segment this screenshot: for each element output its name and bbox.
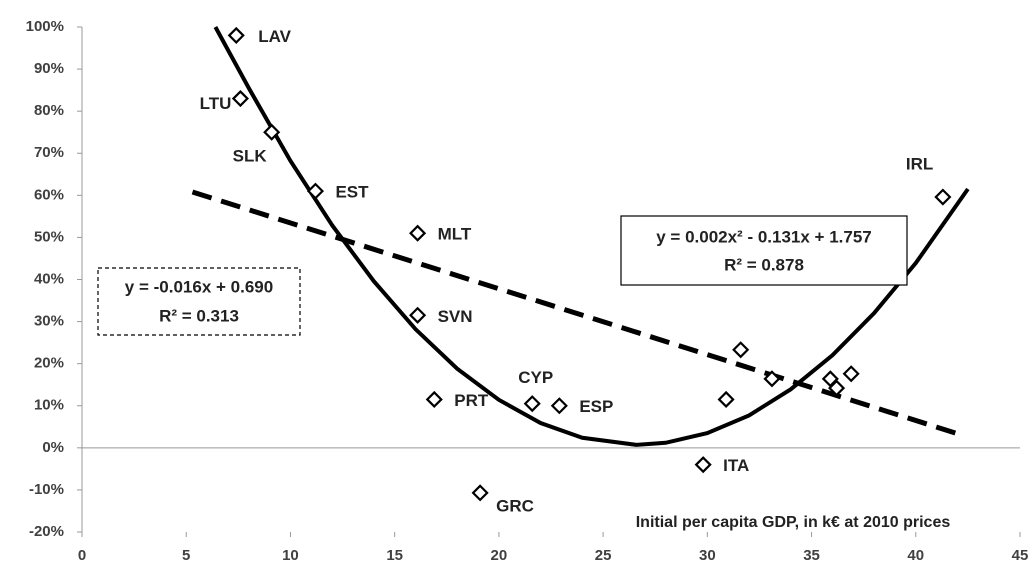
y-tick-label: 80% [34, 102, 64, 119]
annotation-box [97, 267, 301, 336]
annotation-linear: y = -0.016x + 0.690 R² = 0.313 [97, 267, 301, 336]
x-tick-label: 45 [1012, 547, 1029, 564]
x-tick-label: 10 [282, 547, 299, 564]
point-label: GRC [496, 496, 534, 515]
point-label: IRL [906, 155, 933, 174]
point [763, 370, 781, 388]
point [409, 224, 427, 242]
point-label: ITA [723, 456, 749, 475]
y-tick-label: 90% [34, 60, 64, 77]
point [934, 188, 952, 206]
y-tick-label: 50% [34, 228, 64, 245]
y-tick-label: 10% [34, 397, 64, 414]
point [732, 341, 750, 359]
y-tick-label: -20% [29, 523, 64, 540]
point-label: CYP [518, 368, 553, 387]
x-tick-label: 5 [182, 547, 190, 564]
point-label: SVN [438, 307, 473, 326]
point [717, 390, 735, 408]
y-tick-label: 30% [34, 313, 64, 330]
x-tick-label: 30 [699, 547, 716, 564]
x-tick-label: 35 [803, 547, 820, 564]
point [227, 26, 245, 44]
point-label: LAV [258, 27, 291, 46]
y-tick-label: 70% [34, 144, 64, 161]
point [550, 397, 568, 415]
annotation-text: R² = 0.878 [724, 255, 804, 274]
point-label: EST [335, 183, 369, 202]
point [425, 390, 443, 408]
annotation-text: y = 0.002x² - 0.131x + 1.757 [656, 227, 872, 246]
x-tick-label: 20 [491, 547, 508, 564]
y-tick-label: 100% [26, 18, 64, 35]
y-tick-label: 40% [34, 270, 64, 287]
y-tick-label: 0% [42, 439, 64, 456]
y-tick-label: -10% [29, 481, 64, 498]
annotation-quadratic: y = 0.002x² - 0.131x + 1.757 R² = 0.878 [620, 215, 908, 286]
x-tick-label: 40 [907, 547, 924, 564]
y-tick-label: 20% [34, 355, 64, 372]
x-tick-label: 0 [78, 547, 86, 564]
y-tick-label: 60% [34, 186, 64, 203]
point [231, 89, 249, 108]
point [471, 484, 489, 502]
trendline [213, 26, 970, 447]
point [828, 379, 846, 397]
point-label: LTU [200, 94, 232, 113]
annotation-box [620, 215, 908, 286]
x-tick-label: 15 [386, 547, 403, 564]
point-label: MLT [438, 225, 472, 244]
point [306, 182, 325, 200]
point [409, 306, 427, 324]
point-label: SLK [233, 147, 268, 166]
x-tick-label: 25 [595, 547, 612, 564]
plot: -20%-10%0%10%20%30%40%50%60%70%80%90%100… [26, 18, 1029, 564]
annotation-text: y = -0.016x + 0.690 [125, 277, 273, 296]
x-axis-label: Initial per capita GDP, in k€ at 2010 pr… [636, 514, 951, 531]
point-label: ESP [579, 397, 613, 416]
point [694, 456, 712, 474]
point [263, 123, 281, 141]
point [523, 395, 541, 413]
annotation-text: R² = 0.313 [159, 306, 239, 325]
point [842, 365, 860, 383]
point-label: PRT [454, 391, 489, 410]
